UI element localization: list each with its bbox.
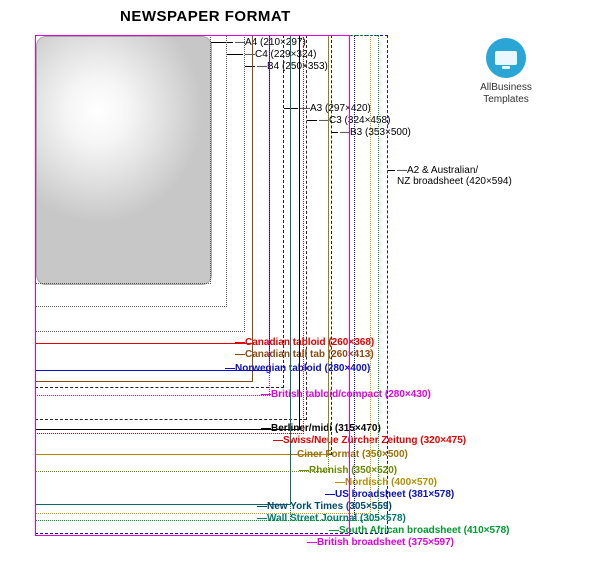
logo: AllBusiness Templates: [461, 38, 551, 105]
format-brit-bs: [35, 35, 350, 536]
computer-icon: [486, 38, 526, 78]
page-title: NEWSPAPER FORMAT: [120, 8, 291, 25]
format-diagram: —A4 (210×297)—C4 (229×324)—B4 (250×353)—…: [35, 35, 455, 555]
logo-text-1: AllBusiness: [461, 82, 551, 94]
label-sa-bs: —South African broadsheet (410×578): [329, 525, 510, 536]
logo-text-2: Templates: [461, 94, 551, 106]
label-a2: —A2 & Australian/NZ broadsheet (420×594): [397, 165, 512, 187]
leader-a2: [388, 170, 395, 171]
label-brit-bs: —British broadsheet (375×597): [307, 537, 454, 548]
